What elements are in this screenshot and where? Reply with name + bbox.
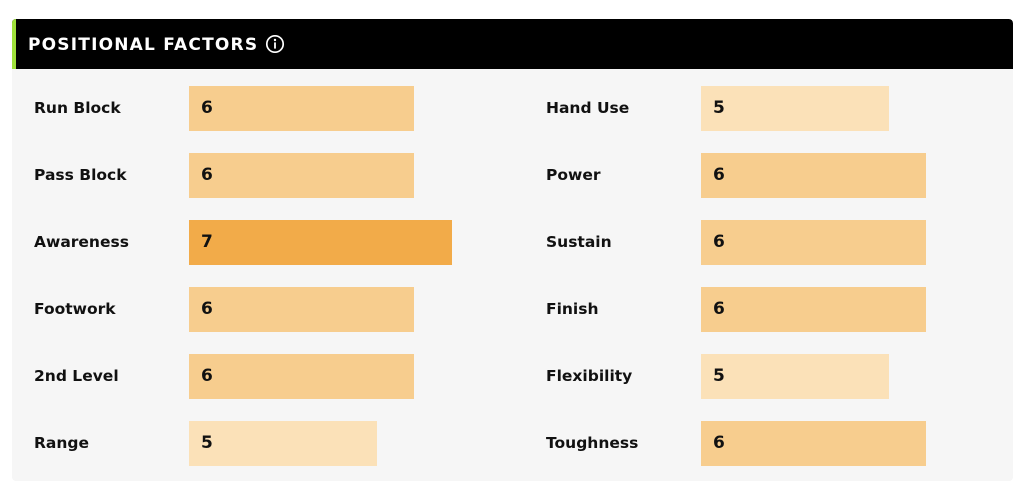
- factor-value: 6: [713, 299, 725, 319]
- info-circle-icon[interactable]: [265, 34, 285, 54]
- factor-label: Hand Use: [546, 99, 630, 117]
- factor-value: 6: [713, 232, 725, 252]
- factor-label: Finish: [546, 300, 599, 318]
- factor-value: 7: [201, 232, 213, 252]
- factor-bar: 5: [189, 421, 377, 466]
- factor-label: 2nd Level: [34, 367, 119, 385]
- factor-bar: 6: [189, 287, 414, 332]
- factor-label: Awareness: [34, 233, 129, 251]
- factors-grid: Run Block 6 Pass Block 6 Awareness 7 Footwork 6…: [12, 19, 1013, 481]
- factor-bar: 6: [701, 421, 926, 466]
- factor-bar: 6: [701, 287, 926, 332]
- factor-label: Sustain: [546, 233, 612, 251]
- factor-value: 6: [713, 433, 725, 453]
- factor-value: 5: [201, 433, 213, 453]
- factor-bar: 5: [701, 354, 889, 399]
- factor-label: Power: [546, 166, 601, 184]
- section-title: POSITIONAL FACTORS: [28, 35, 259, 55]
- factor-bar: 7: [189, 220, 452, 265]
- factor-value: 6: [713, 165, 725, 185]
- factor-label: Flexibility: [546, 367, 633, 385]
- factor-value: 6: [201, 98, 213, 118]
- factor-value: 6: [201, 165, 213, 185]
- positional-factors-card: POSITIONAL FACTORS Run Block 6 Pass Block 6…: [12, 19, 1013, 481]
- factor-value: 5: [713, 366, 725, 386]
- section-header: POSITIONAL FACTORS: [12, 19, 1013, 69]
- factor-label: Run Block: [34, 99, 121, 117]
- factor-bar: 6: [701, 220, 926, 265]
- factor-value: 6: [201, 299, 213, 319]
- factor-bar: 6: [189, 354, 414, 399]
- factor-label: Footwork: [34, 300, 116, 318]
- factor-bar: 5: [701, 86, 889, 131]
- factor-bar: 6: [701, 153, 926, 198]
- factor-bar: 6: [189, 86, 414, 131]
- factor-bar: 6: [189, 153, 414, 198]
- factor-value: 6: [201, 366, 213, 386]
- factor-label: Range: [34, 434, 90, 452]
- header-accent-bar: [12, 19, 16, 69]
- factor-label: Pass Block: [34, 166, 127, 184]
- factor-value: 5: [713, 98, 725, 118]
- factor-label: Toughness: [546, 434, 639, 452]
